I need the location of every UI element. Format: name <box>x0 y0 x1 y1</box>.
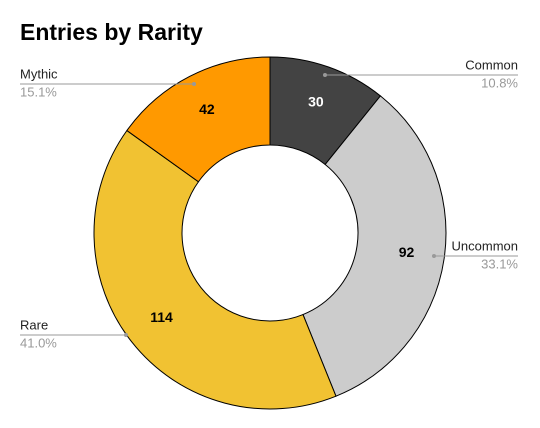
percent-label: 41.0% <box>20 335 57 350</box>
value-label: 114 <box>150 309 173 325</box>
value-label: 42 <box>199 101 215 117</box>
chart-title: Entries by Rarity <box>20 19 203 45</box>
legend-label: Rare <box>20 317 48 332</box>
legend-label: Mythic <box>20 66 58 81</box>
value-label: 30 <box>308 94 324 110</box>
value-label: 92 <box>399 244 415 260</box>
donut-slice <box>302 95 447 397</box>
leader-dot <box>432 254 436 258</box>
percent-label: 15.1% <box>20 84 57 99</box>
donut-slice <box>126 56 271 183</box>
legend-label: Uncommon <box>452 238 518 253</box>
leader-dot <box>124 333 128 337</box>
percent-label: 33.1% <box>481 256 518 271</box>
leader-dot <box>323 73 327 77</box>
legend-label: Common <box>465 57 518 72</box>
leader-dot <box>192 82 196 86</box>
donut-slice <box>93 129 337 410</box>
percent-label: 10.8% <box>481 75 518 90</box>
